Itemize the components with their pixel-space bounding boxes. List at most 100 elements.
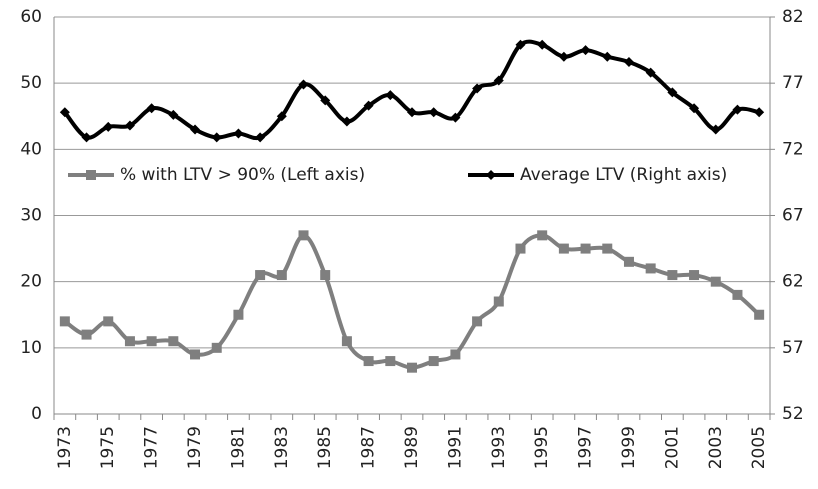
point-marker: [472, 83, 483, 94]
y-tick-label: 20: [20, 272, 42, 292]
y2-tick-label: 77: [782, 73, 804, 93]
point-marker: [190, 124, 201, 135]
x-tick-label: 1997: [576, 426, 596, 469]
point-marker: [710, 276, 721, 287]
point-marker: [689, 270, 700, 281]
point-marker: [407, 107, 417, 118]
legend-label: % with LTV > 90% (Left axis): [120, 165, 365, 185]
y-tick-label: 40: [20, 139, 42, 159]
x-tick-label: 1995: [532, 426, 552, 469]
point-marker: [493, 75, 504, 86]
point-marker: [732, 289, 743, 300]
point-marker: [667, 270, 678, 281]
x-tick-label: 1977: [142, 426, 162, 469]
point-marker: [103, 121, 114, 132]
point-marker: [233, 309, 244, 320]
legend-marker: [86, 170, 96, 180]
x-tick-label: 1993: [489, 426, 509, 469]
point-marker: [493, 296, 504, 307]
legend-marker: [486, 170, 496, 180]
point-marker: [320, 95, 331, 106]
x-tick-label: 1985: [315, 426, 335, 469]
point-marker: [255, 270, 266, 281]
point-marker: [645, 67, 656, 78]
point-marker: [732, 104, 743, 115]
y-tick-label: 0: [31, 404, 42, 424]
point-marker: [428, 356, 439, 367]
point-marker: [602, 51, 613, 62]
point-marker: [385, 356, 396, 367]
y2-tick-label: 57: [782, 338, 804, 358]
point-marker: [537, 230, 548, 241]
point-marker: [81, 132, 92, 143]
y-tick-label: 50: [20, 73, 42, 93]
x-tick-label: 2001: [662, 426, 682, 469]
point-marker: [81, 329, 92, 340]
point-marker: [407, 362, 417, 373]
x-tick-label: 1989: [402, 426, 422, 469]
point-marker: [623, 56, 634, 67]
point-marker: [689, 103, 700, 114]
point-marker: [298, 230, 309, 241]
point-marker: [124, 336, 135, 347]
x-tick-label: 2005: [749, 426, 769, 469]
x-tick-label: 1987: [359, 426, 379, 469]
point-marker: [363, 356, 374, 367]
point-marker: [190, 349, 201, 360]
point-marker: [59, 316, 70, 327]
point-marker: [255, 132, 266, 143]
point-marker: [233, 128, 244, 139]
point-marker: [754, 107, 765, 118]
point-marker: [710, 124, 721, 135]
x-tick-label: 1999: [619, 426, 639, 469]
point-marker: [623, 256, 634, 267]
point-marker: [537, 39, 548, 50]
point-marker: [515, 243, 526, 254]
x-tick-label: 1979: [185, 426, 205, 469]
point-marker: [298, 79, 309, 90]
point-marker: [385, 90, 396, 101]
y2-tick-label: 62: [782, 272, 804, 292]
point-marker: [103, 316, 114, 327]
point-marker: [146, 103, 157, 114]
point-marker: [667, 87, 678, 98]
point-marker: [645, 263, 656, 274]
point-marker: [168, 336, 179, 347]
series-line: [63, 39, 760, 141]
point-marker: [580, 45, 591, 56]
y-tick-label: 60: [20, 7, 42, 27]
point-marker: [211, 342, 222, 353]
x-tick-label: 1975: [98, 426, 118, 469]
point-marker: [558, 243, 569, 254]
point-marker: [450, 112, 461, 123]
y2-tick-label: 72: [782, 139, 804, 159]
point-marker: [341, 336, 352, 347]
point-marker: [276, 111, 287, 122]
x-tick-label: 1981: [228, 426, 248, 469]
y-tick-label: 10: [20, 338, 42, 358]
point-marker: [59, 107, 70, 118]
x-tick-label: 1991: [445, 426, 465, 469]
point-marker: [341, 116, 352, 127]
point-marker: [124, 120, 135, 131]
point-marker: [580, 243, 591, 254]
y2-tick-label: 52: [782, 404, 804, 424]
point-marker: [320, 270, 331, 281]
x-tick-label: 1983: [272, 426, 292, 469]
point-marker: [472, 316, 483, 327]
x-tick-label: 2003: [706, 426, 726, 469]
point-marker: [276, 270, 287, 281]
y2-tick-label: 82: [782, 7, 804, 27]
legend-label: Average LTV (Right axis): [520, 165, 727, 185]
point-marker: [558, 51, 569, 62]
x-tick-label: 1973: [55, 426, 75, 469]
point-marker: [168, 109, 179, 120]
point-marker: [146, 336, 157, 347]
point-marker: [211, 132, 222, 143]
point-marker: [428, 107, 439, 118]
point-marker: [515, 39, 526, 50]
point-marker: [450, 349, 461, 360]
point-marker: [363, 100, 374, 111]
point-marker: [602, 243, 613, 254]
